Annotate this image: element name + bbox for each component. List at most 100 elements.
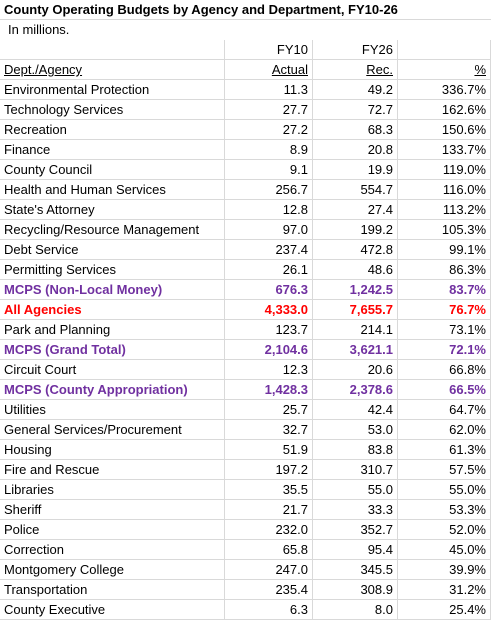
number-cell: 8.0 [313, 600, 398, 620]
number-cell: 2,104.6 [225, 340, 313, 360]
number-cell-text: 66.8% [449, 362, 486, 377]
number-cell: 64.7% [398, 400, 491, 420]
number-cell-text: 72.1% [449, 342, 486, 357]
number-cell-text: 64.7% [449, 402, 486, 417]
agency-cell: County Council [0, 160, 225, 180]
number-cell-text: 472.8 [360, 242, 393, 257]
number-cell-text: 12.8 [282, 202, 308, 217]
agency-cell-text: Fire and Rescue [4, 462, 100, 477]
number-cell: 76.7% [398, 300, 491, 320]
number-cell: 72.1% [398, 340, 491, 360]
agency-cell-text: Montgomery College [4, 562, 124, 577]
number-cell-text: 55.0 [367, 482, 393, 497]
number-cell-text: 49.2 [367, 82, 393, 97]
number-cell-text: 20.6 [367, 362, 393, 377]
agency-cell: State's Attorney [0, 200, 225, 220]
number-cell-text: 27.2 [282, 122, 308, 137]
agency-cell-text: Circuit Court [4, 362, 77, 377]
number-cell-text: 197.2 [275, 462, 308, 477]
number-cell: 554.7 [313, 180, 398, 200]
number-cell: 310.7 [313, 460, 398, 480]
number-cell: 53.3% [398, 500, 491, 520]
number-cell: 133.7% [398, 140, 491, 160]
number-cell-text: 21.7 [282, 502, 308, 517]
number-cell: 35.5 [225, 480, 313, 500]
year-header-text: FY10 [276, 42, 308, 57]
column-header-text: Actual [271, 62, 308, 77]
number-cell: 336.7% [398, 80, 491, 100]
number-cell-text: 97.0 [282, 222, 308, 237]
agency-cell: Montgomery College [0, 560, 225, 580]
agency-cell: All Agencies [0, 300, 225, 320]
number-cell-text: 76.7% [449, 302, 486, 317]
number-cell-text: 235.4 [275, 582, 308, 597]
number-cell-text: 6.3 [289, 602, 308, 617]
number-cell-text: 51.9 [282, 442, 308, 457]
number-cell: 12.8 [225, 200, 313, 220]
number-cell: 55.0% [398, 480, 491, 500]
number-cell: 345.5 [313, 560, 398, 580]
number-cell-text: 133.7% [441, 142, 486, 157]
number-cell-text: 19.9 [367, 162, 393, 177]
agency-cell: County Executive [0, 600, 225, 620]
number-cell: 42.4 [313, 400, 398, 420]
number-cell-text: 32.7 [282, 422, 308, 437]
number-cell: 57.5% [398, 460, 491, 480]
number-cell-text: 1,428.3 [264, 382, 308, 397]
number-cell: 256.7 [225, 180, 313, 200]
number-cell-text: 123.7 [275, 322, 308, 337]
agency-cell: Permitting Services [0, 260, 225, 280]
number-cell-text: 345.5 [360, 562, 393, 577]
number-cell-text: 39.9% [449, 562, 486, 577]
column-header-text: Dept./Agency [4, 62, 83, 77]
number-cell: 1,428.3 [225, 380, 313, 400]
agency-cell-text: MCPS (Non-Local Money) [4, 282, 163, 297]
agency-cell: Utilities [0, 400, 225, 420]
number-cell-text: 35.5 [282, 482, 308, 497]
number-cell: 232.0 [225, 520, 313, 540]
number-cell: 352.7 [313, 520, 398, 540]
agency-cell-text: Environmental Protection [4, 82, 150, 97]
number-cell-text: 27.7 [282, 102, 308, 117]
agency-cell-text: Libraries [4, 482, 54, 497]
agency-cell-text: Transportation [4, 582, 88, 597]
number-cell-text: 247.0 [275, 562, 308, 577]
agency-cell: Sheriff [0, 500, 225, 520]
number-cell: 247.0 [225, 560, 313, 580]
year-header-text: FY26 [361, 42, 393, 57]
number-cell-text: 48.6 [367, 262, 393, 277]
number-cell-text: 113.2% [442, 202, 486, 217]
agency-cell-text: Permitting Services [4, 262, 116, 277]
number-cell-text: 52.0% [449, 522, 486, 537]
number-cell: 66.8% [398, 360, 491, 380]
column-header: % [398, 60, 491, 80]
agency-cell: Transportation [0, 580, 225, 600]
number-cell: 20.8 [313, 140, 398, 160]
number-cell-text: 61.3% [449, 442, 486, 457]
number-cell: 55.0 [313, 480, 398, 500]
number-cell: 65.8 [225, 540, 313, 560]
number-cell: 66.5% [398, 380, 491, 400]
number-cell: 197.2 [225, 460, 313, 480]
number-cell: 9.1 [225, 160, 313, 180]
number-cell-text: 33.3 [367, 502, 393, 517]
number-cell-text: 99.1% [449, 242, 486, 257]
number-cell: 83.7% [398, 280, 491, 300]
number-cell: 119.0% [398, 160, 491, 180]
number-cell-text: 25.4% [449, 602, 486, 617]
number-cell: 97.0 [225, 220, 313, 240]
number-cell: 25.7 [225, 400, 313, 420]
agency-cell-text: Park and Planning [4, 322, 111, 337]
number-cell-text: 9.1 [289, 162, 308, 177]
number-cell: 235.4 [225, 580, 313, 600]
number-cell-text: 308.9 [360, 582, 393, 597]
number-cell: 62.0% [398, 420, 491, 440]
agency-cell-text: Housing [4, 442, 52, 457]
number-cell-text: 310.7 [360, 462, 393, 477]
number-cell-text: 27.4 [367, 202, 393, 217]
number-cell: 73.1% [398, 320, 491, 340]
number-cell-text: 2,378.6 [349, 382, 393, 397]
number-cell: 32.7 [225, 420, 313, 440]
agency-cell: Debt Service [0, 240, 225, 260]
